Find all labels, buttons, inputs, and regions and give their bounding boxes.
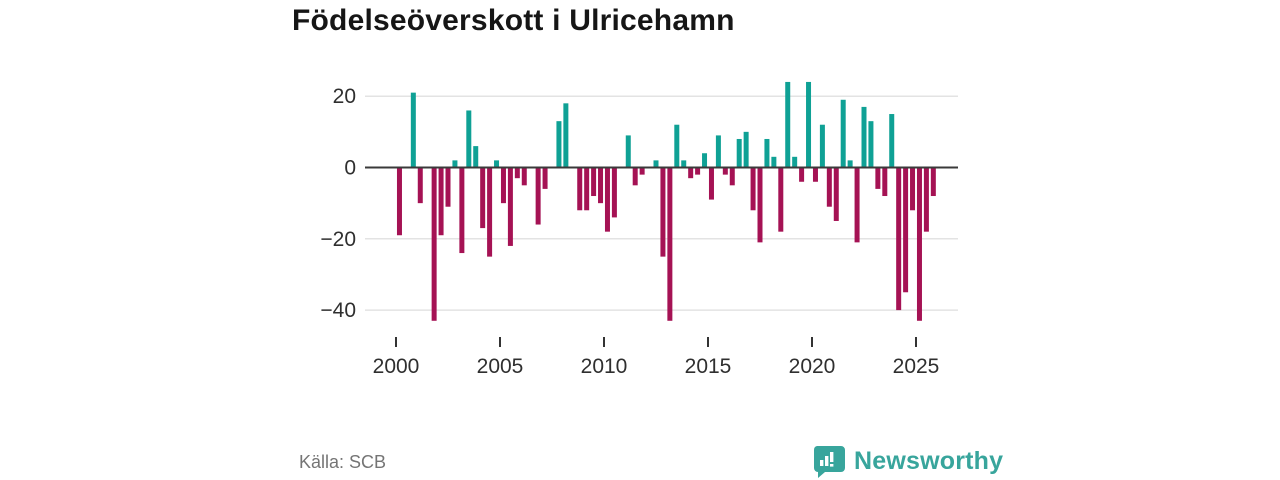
bar-2015-p1 xyxy=(708,167,714,200)
bar-2024-p1 xyxy=(896,167,902,311)
bar-2000-p1 xyxy=(396,167,402,236)
bar-2025-p3 xyxy=(930,167,936,197)
bar-2002-p3 xyxy=(452,160,458,168)
bar-2004-p1 xyxy=(480,167,486,229)
bar-2023-p2 xyxy=(882,167,888,197)
bar-2016-p2 xyxy=(736,138,742,168)
bar-2018-p2 xyxy=(778,167,784,232)
bar-2017-p2 xyxy=(757,167,763,243)
bar-2022-p3 xyxy=(868,121,874,168)
bar-2011-p3 xyxy=(639,167,645,175)
y-axis-label--40: −40 xyxy=(320,299,356,322)
bar-2022-p1 xyxy=(854,167,860,243)
bar-2010-p1 xyxy=(604,167,610,232)
x-axis-label-2025: 2025 xyxy=(893,355,940,378)
bar-2006-p3 xyxy=(535,167,541,225)
bar-2002-p1 xyxy=(438,167,444,236)
bar-2003-p1 xyxy=(459,167,465,254)
bar-2007-p3 xyxy=(556,121,562,168)
brand-logo: Newsworthy xyxy=(812,444,1003,478)
bar-2011-p1 xyxy=(625,135,631,168)
bar-2013-p1 xyxy=(667,167,673,321)
bar-2002-p2 xyxy=(445,167,451,207)
bar-2003-p3 xyxy=(473,146,479,168)
page-title: Födelseöverskott i Ulricehamn xyxy=(292,4,735,37)
bar-2015-p2 xyxy=(715,135,721,168)
bar-2000-p3 xyxy=(410,92,416,168)
bar-2021-p2 xyxy=(840,99,846,168)
bar-2013-p3 xyxy=(681,160,687,168)
bar-2008-p1 xyxy=(563,103,569,168)
bar-2020-p3 xyxy=(826,167,832,207)
bar-2009-p3 xyxy=(598,167,604,204)
bar-2014-p1 xyxy=(688,167,694,179)
bar-2025-p2 xyxy=(923,167,929,232)
bar-2010-p2 xyxy=(611,167,617,218)
x-axis-label-2020: 2020 xyxy=(789,355,836,378)
newsworthy-chart-icon xyxy=(813,446,845,478)
bar-2003-p2 xyxy=(466,110,472,168)
bar-2017-p1 xyxy=(750,167,756,211)
bar-2004-p3 xyxy=(494,160,500,168)
bar-2005-p1 xyxy=(500,167,506,204)
bar-2017-p3 xyxy=(764,138,770,168)
bar-2020-p2 xyxy=(819,124,825,168)
bar-2020-p1 xyxy=(812,167,818,182)
bar-2012-p3 xyxy=(660,167,666,257)
bar-2016-p3 xyxy=(743,131,749,168)
bar-2001-p3 xyxy=(431,167,437,321)
x-axis-label-2015: 2015 xyxy=(685,355,732,378)
source-note: Källa: SCB xyxy=(299,452,387,472)
bar-2007-p1 xyxy=(542,167,548,189)
bar-2023-p3 xyxy=(889,114,895,168)
bar-2018-p3 xyxy=(785,81,791,168)
bar-2005-p2 xyxy=(507,167,513,246)
bar-2014-p2 xyxy=(695,167,701,175)
bar-2012-p2 xyxy=(653,160,659,168)
bar-2001-p1 xyxy=(417,167,423,204)
bar-2008-p3 xyxy=(577,167,583,211)
bar-2021-p1 xyxy=(833,167,839,221)
bar-2023-p1 xyxy=(875,167,881,189)
x-axis-label-2005: 2005 xyxy=(477,355,524,378)
bar-2019-p2 xyxy=(799,167,805,182)
bar-2009-p1 xyxy=(584,167,590,211)
bar-2005-p3 xyxy=(514,167,520,179)
bar-2019-p1 xyxy=(792,156,798,168)
x-axis-label-2000: 2000 xyxy=(373,355,420,378)
bar-2019-p3 xyxy=(806,81,812,168)
y-axis-label-0: 0 xyxy=(344,157,356,180)
y-axis-label-20: 20 xyxy=(333,85,356,108)
bar-2014-p3 xyxy=(702,153,708,168)
x-axis-label-2010: 2010 xyxy=(581,355,628,378)
bar-2004-p2 xyxy=(487,167,493,257)
bar-2013-p2 xyxy=(674,124,680,168)
bar-2016-p1 xyxy=(729,167,735,186)
bar-2024-p3 xyxy=(910,167,916,211)
y-axis-label--20: −20 xyxy=(320,228,356,251)
bar-2025-p1 xyxy=(916,167,922,321)
bar-2021-p3 xyxy=(847,160,853,168)
brand-name: Newsworthy xyxy=(854,446,1004,475)
bar-2022-p2 xyxy=(861,106,867,168)
bar-2009-p2 xyxy=(591,167,597,197)
bar-2006-p1 xyxy=(521,167,527,186)
bar-2015-p3 xyxy=(722,167,728,175)
bar-2011-p2 xyxy=(632,167,638,186)
bar-2024-p2 xyxy=(903,167,909,293)
bar-2018-p1 xyxy=(771,156,777,168)
